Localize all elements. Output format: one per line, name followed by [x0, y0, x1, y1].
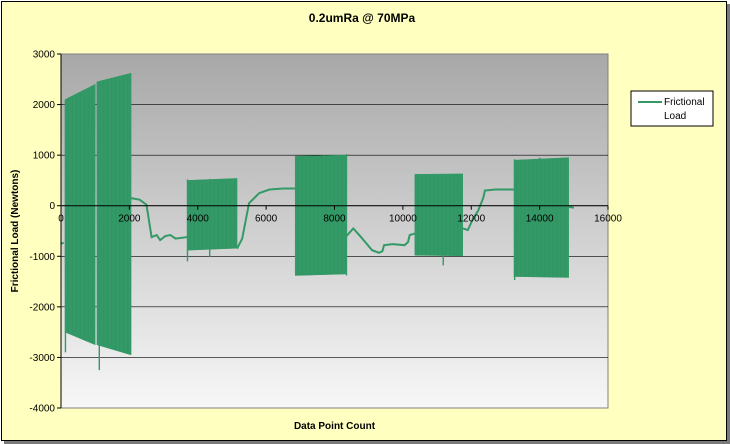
y-tick-label: 0 — [49, 201, 55, 212]
data-line-segment — [130, 197, 188, 242]
chart-title: 0.2umRa @ 70MPa — [309, 11, 416, 25]
x-tick-label: 14000 — [526, 214, 554, 225]
axes: 0 2000 4000 6000 8000 10000 12000 14000 16000-40… — [29, 50, 622, 415]
x-tick-label: 12000 — [457, 214, 485, 225]
y-tick-label: -2000 — [29, 302, 55, 313]
x-tick-label: 10000 — [389, 214, 417, 225]
y-tick-label: -3000 — [29, 353, 55, 364]
y-tick-label: 1000 — [33, 151, 56, 162]
legend-box — [630, 90, 714, 127]
y-tick-label: -4000 — [29, 404, 55, 415]
legend: Frictional Load — [630, 90, 714, 127]
data-line-segment — [462, 188, 514, 232]
x-tick-label: 0 — [58, 214, 64, 225]
x-tick-label: 6000 — [255, 214, 278, 225]
data-line-segment — [568, 205, 575, 209]
x-tick-label: 2000 — [118, 214, 141, 225]
x-tick-label: 8000 — [323, 214, 346, 225]
y-tick-label: 3000 — [33, 50, 56, 61]
data-series — [60, 72, 575, 371]
x-axis-title: Data Point Count — [294, 421, 376, 432]
legend-label-line-1: Frictional — [664, 97, 705, 108]
y-axis-title: Frictional Load (Newtons) — [10, 170, 21, 293]
x-tick-label: 4000 — [187, 214, 210, 225]
data-line-segment — [345, 226, 416, 254]
legend-label-line-2: Load — [664, 111, 686, 122]
x-tick-label: 16000 — [594, 214, 622, 225]
y-tick-label: -1000 — [29, 252, 55, 263]
oscillation-block — [414, 173, 463, 257]
data-line-segment — [236, 187, 296, 250]
y-tick-label: 2000 — [33, 100, 56, 111]
